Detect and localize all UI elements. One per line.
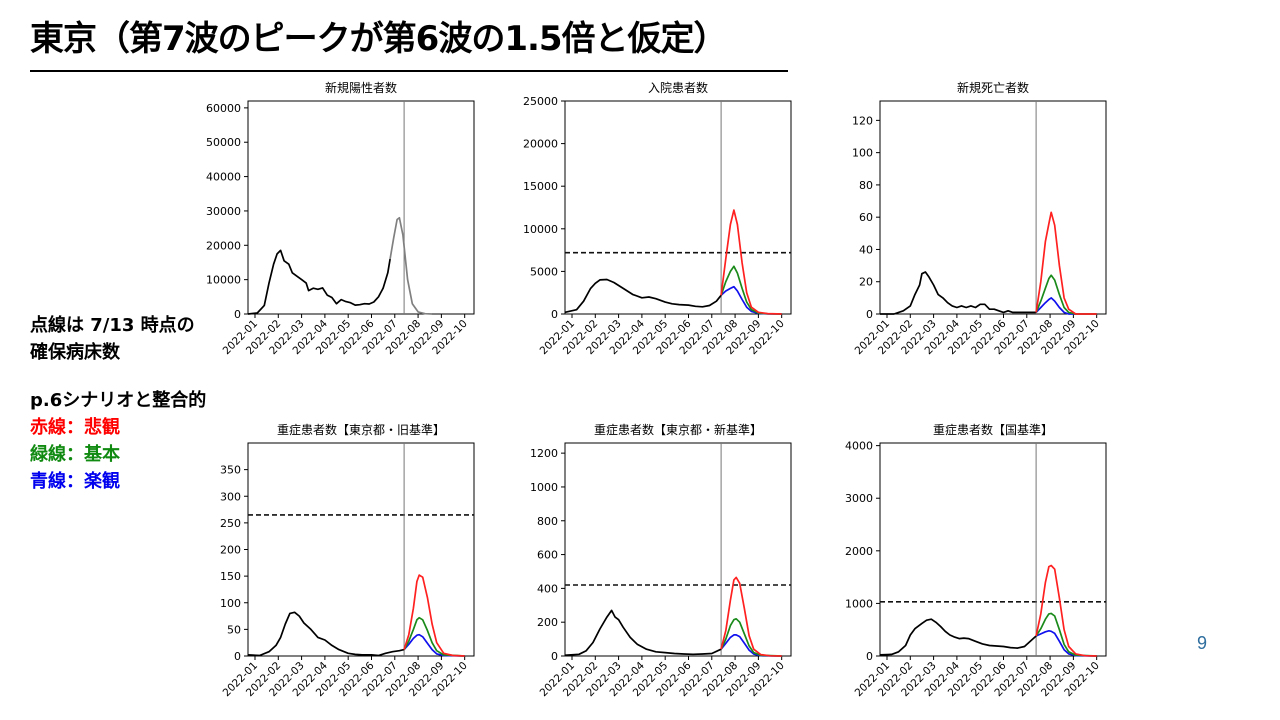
y-tick-label: 60000 [206, 102, 241, 115]
y-tick-label: 3000 [845, 492, 873, 505]
y-tick-label: 50000 [206, 136, 241, 149]
y-tick-label: 300 [220, 490, 241, 503]
legend-red: 赤線：悲観 [30, 417, 120, 438]
y-tick-label: 30000 [206, 205, 241, 218]
y-tick-label: 250 [220, 517, 241, 530]
series-line-observed [247, 249, 391, 315]
chart-panel-4: 重症患者数【東京都・旧基準】0501001502002503003502022-… [220, 422, 475, 699]
plot-frame [247, 100, 475, 315]
y-tick-label: 0 [866, 308, 873, 321]
y-tick-label: 400 [537, 582, 558, 595]
series-line-observed [247, 611, 405, 657]
y-tick-label: 4000 [845, 440, 873, 453]
slide-title: 東京（第7波のピークが第6波の1.5倍と仮定） [30, 19, 728, 59]
y-tick-label: 200 [220, 544, 241, 557]
dotted-line-note: 点線は 7/13 時点の 確保病床数 [30, 312, 195, 366]
series-line-observed [879, 618, 1037, 656]
chart-panel-2: 入院患者数05000100001500020000250002022-01202… [523, 80, 792, 357]
y-tick-label: 25000 [523, 95, 558, 108]
y-tick-label: 0 [866, 650, 873, 663]
chart-title: 新規死亡者数 [957, 80, 1029, 95]
y-tick-label: 10000 [206, 274, 241, 287]
series-line-observed [880, 271, 1037, 315]
y-tick-label: 15000 [523, 180, 558, 193]
y-tick-label: 200 [537, 616, 558, 629]
series-line-optimistic [720, 634, 782, 657]
chart-panel-5: 重症患者数【東京都・新基準】0200400600800100012002022-… [530, 422, 792, 699]
series-line-pessimistic [1035, 211, 1097, 315]
y-tick-label: 800 [537, 515, 558, 528]
scenario-note: p.6シナリオと整合的 [30, 390, 207, 411]
y-tick-label: 350 [220, 464, 241, 477]
plot-frame [247, 442, 475, 657]
y-tick-label: 2000 [845, 545, 873, 558]
y-tick-label: 0 [234, 650, 241, 663]
chart-title: 重症患者数【東京都・新基準】 [594, 422, 762, 437]
y-tick-label: 0 [551, 308, 558, 321]
series-line-optimistic [403, 633, 465, 657]
plot-frame [879, 442, 1107, 657]
chart-title: 新規陽性者数 [325, 80, 397, 95]
series-line-pessimistic [403, 574, 465, 657]
y-tick-label: 40 [859, 243, 873, 256]
y-tick-label: 5000 [530, 265, 558, 278]
series-line-pessimistic [720, 576, 782, 657]
legend-green: 緑線：基本 [30, 444, 120, 465]
series-line-base [1035, 612, 1097, 657]
chart-panel-1: 新規陽性者数0100002000030000400005000060000202… [206, 80, 475, 357]
y-tick-label: 600 [537, 549, 558, 562]
chart-title: 入院患者数 [648, 80, 708, 95]
series-line-optimistic [1035, 629, 1097, 657]
series-line-pessimistic [1035, 564, 1097, 657]
series-line-optimistic [1035, 297, 1097, 315]
series-line-base [720, 617, 782, 657]
y-tick-label: 1000 [845, 597, 873, 610]
y-tick-label: 100 [852, 147, 873, 160]
y-tick-label: 80 [859, 179, 873, 192]
y-tick-label: 100 [220, 597, 241, 610]
chart-title: 重症患者数【東京都・旧基準】 [277, 422, 445, 437]
series-line-observed [564, 278, 722, 314]
y-tick-label: 1200 [530, 447, 558, 460]
series-line-pessimistic [720, 209, 782, 315]
y-tick-label: 150 [220, 570, 241, 583]
series-line-observed [564, 609, 722, 657]
page-number: 9 [1197, 633, 1208, 653]
y-tick-label: 20 [859, 276, 873, 289]
plot-frame [879, 100, 1107, 315]
y-tick-label: 40000 [206, 171, 241, 184]
y-tick-label: 20000 [206, 239, 241, 252]
plot-frame [564, 442, 792, 657]
chart-title: 重症患者数【国基準】 [933, 422, 1053, 437]
y-tick-label: 50 [227, 623, 241, 636]
scenario-legend: p.6シナリオと整合的 赤線：悲観 緑線：基本 青線：楽観 [30, 387, 206, 495]
series-line-forecast_gray [389, 216, 433, 315]
y-tick-label: 10000 [523, 223, 558, 236]
y-tick-label: 20000 [523, 138, 558, 151]
y-tick-label: 0 [234, 308, 241, 321]
title-underline [30, 70, 788, 72]
y-tick-label: 60 [859, 211, 873, 224]
dotted-line-note-line-1: 点線は 7/13 時点の [30, 315, 195, 336]
plot-frame [564, 100, 792, 315]
y-tick-label: 1000 [530, 481, 558, 494]
y-tick-label: 0 [551, 650, 558, 663]
y-tick-label: 120 [852, 114, 873, 127]
series-line-base [1035, 274, 1097, 315]
dotted-line-note-line-2: 確保病床数 [30, 342, 120, 363]
series-line-base [403, 616, 465, 657]
chart-panel-6: 重症患者数【国基準】010002000300040002022-012022-0… [845, 422, 1107, 699]
legend-blue: 青線：楽観 [30, 471, 120, 492]
chart-panel-3: 新規死亡者数0204060801001202022-012022-022022-… [852, 80, 1107, 357]
